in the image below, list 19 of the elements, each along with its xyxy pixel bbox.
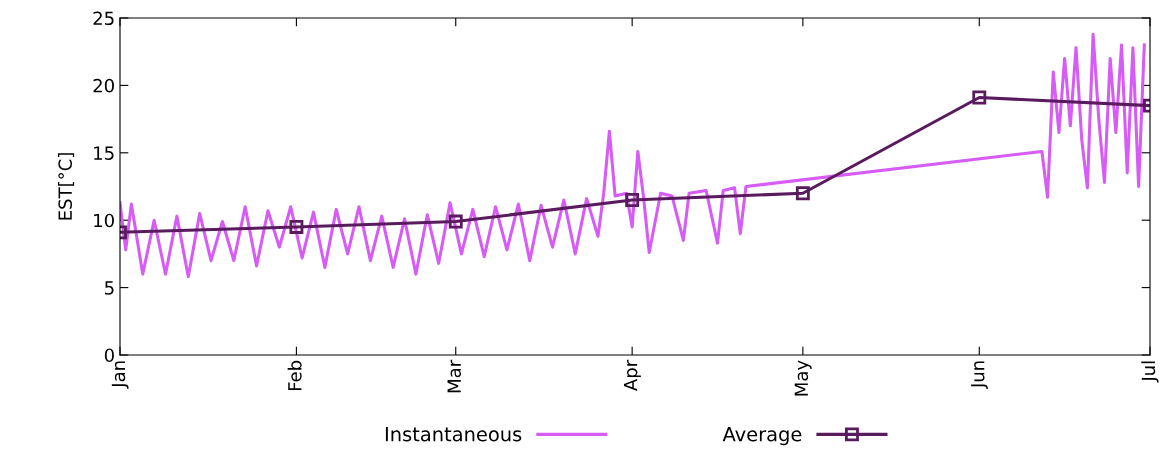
x-tick-label: Jan <box>111 361 129 389</box>
x-tick-label: Apr <box>623 359 641 391</box>
x-tick-label: Feb <box>287 360 302 391</box>
point <box>289 219 304 234</box>
point <box>795 186 810 201</box>
x-tick-label: Jun <box>971 361 988 390</box>
y-tick-label: 0 <box>104 348 114 363</box>
x-tick-label: Mar <box>447 359 461 393</box>
y-tick-label: 5 <box>105 281 114 295</box>
y-tick-label: 25 <box>93 11 114 26</box>
legend-label: Average <box>722 427 802 446</box>
y-tick-label: 20 <box>93 78 114 93</box>
y-tick-label: 10 <box>94 213 114 228</box>
y-tick-label: 15 <box>94 146 114 160</box>
x-tick-label: May <box>794 360 812 396</box>
legend-label: Instantaneous <box>385 427 522 442</box>
point <box>625 193 640 207</box>
y-axis-title: EST[°C] <box>58 153 75 220</box>
x-tick-label: Jul <box>1141 361 1159 383</box>
